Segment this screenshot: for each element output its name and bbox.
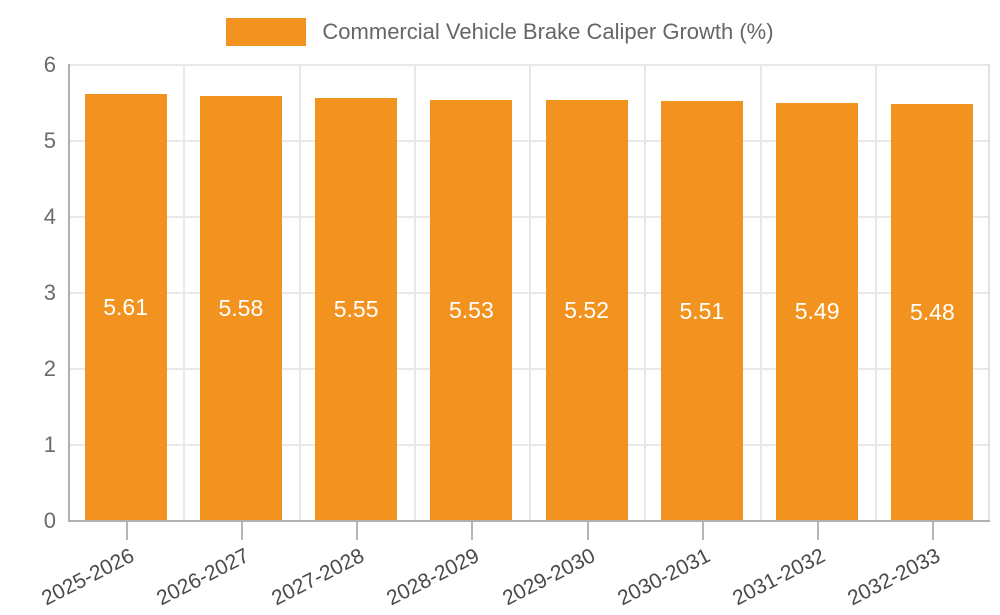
x-axis-tick-label: 2027-2028 [268, 544, 369, 611]
y-axis-tick-label: 0 [43, 508, 56, 533]
bar-value-label: 5.55 [333, 296, 379, 323]
bar-value-label: 5.53 [448, 296, 494, 323]
x-axis-tick-mark [932, 522, 934, 540]
bar-value-label: 5.48 [909, 298, 955, 325]
bar-value-label: 5.52 [564, 297, 609, 324]
bar-value-label: 5.58 [218, 294, 264, 321]
x-axis-tick-mark [471, 522, 473, 540]
plot-area: 5.61 5.58 5.55 5.53 5.52 5.51 5.49 5.48 [68, 64, 990, 522]
x-axis-line [68, 520, 990, 522]
y-axis-tick-label: 5 [43, 128, 56, 153]
plot-right-border [988, 64, 990, 522]
chart-legend: Commercial Vehicle Brake Caliper Growth … [0, 14, 1000, 50]
legend-label: Commercial Vehicle Brake Caliper Growth … [322, 19, 774, 44]
legend-color-swatch [226, 18, 307, 46]
bar[interactable] [891, 103, 974, 520]
bar-chart: Commercial Vehicle Brake Caliper Growth … [0, 14, 1000, 611]
gridline-vertical [875, 64, 877, 522]
y-axis-tick-label: 4 [43, 204, 56, 229]
bar-value-label: 5.61 [103, 293, 148, 320]
x-axis-tick-mark [817, 522, 819, 540]
bar-value-label: 5.51 [679, 297, 725, 324]
x-axis-tick-mark [702, 522, 704, 540]
bar[interactable] [776, 102, 859, 520]
bar-value-label: 5.49 [794, 298, 840, 325]
bar[interactable] [430, 99, 513, 520]
y-axis-line [68, 64, 70, 522]
x-axis-tick-label: 2029-2030 [498, 544, 599, 611]
x-axis-tick-label: 2026-2027 [152, 544, 253, 611]
x-axis-tick-mark [126, 522, 128, 540]
bar[interactable] [545, 100, 628, 520]
bar-series: 5.61 5.58 5.55 5.53 5.52 5.51 5.49 5.48 [68, 64, 990, 522]
y-axis-tick-label: 6 [43, 52, 56, 77]
x-axis-tick-mark [241, 522, 243, 540]
gridline-vertical [299, 64, 301, 522]
gridline-vertical [760, 64, 762, 522]
y-axis-tick-label: 1 [43, 432, 56, 457]
y-axis-tick-label: 3 [43, 280, 56, 305]
gridline-vertical [414, 64, 416, 522]
gridline-vertical [529, 64, 531, 522]
bar[interactable] [315, 98, 398, 520]
x-axis-tick-label: 2025-2026 [37, 544, 138, 611]
x-axis-tick-label: 2031-2032 [729, 544, 830, 611]
x-axis-tick-mark [356, 522, 358, 540]
bar[interactable] [199, 95, 282, 520]
x-axis-tick-label: 2028-2029 [383, 544, 484, 611]
y-axis-tick-label: 2 [43, 356, 56, 381]
x-axis-tick-label: 2030-2031 [613, 544, 714, 611]
bar[interactable] [660, 101, 743, 520]
x-axis-tick-label: 2032-2033 [844, 544, 945, 611]
gridline-vertical [183, 64, 185, 522]
x-axis-tick-mark [587, 522, 589, 540]
gridline-vertical [644, 64, 646, 522]
bar[interactable] [84, 93, 167, 520]
